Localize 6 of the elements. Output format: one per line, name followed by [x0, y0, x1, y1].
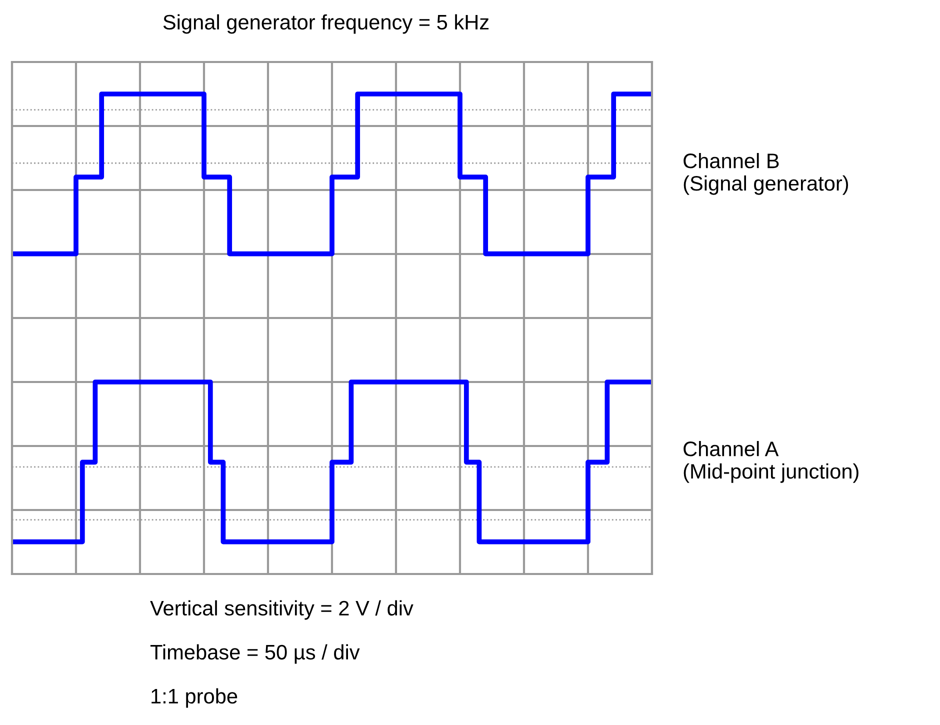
chart-title: Signal generator frequency = 5 kHz: [163, 14, 489, 34]
text: Timebase = 50 µs / div: [150, 644, 360, 664]
text: Channel A (Mid-point junction): [684, 440, 858, 483]
text: 1:1 probe: [152, 688, 238, 708]
text: Vertical sensitivity = 2 V / div: [150, 600, 414, 620]
text: Channel B (Signal generator): [684, 152, 848, 195]
